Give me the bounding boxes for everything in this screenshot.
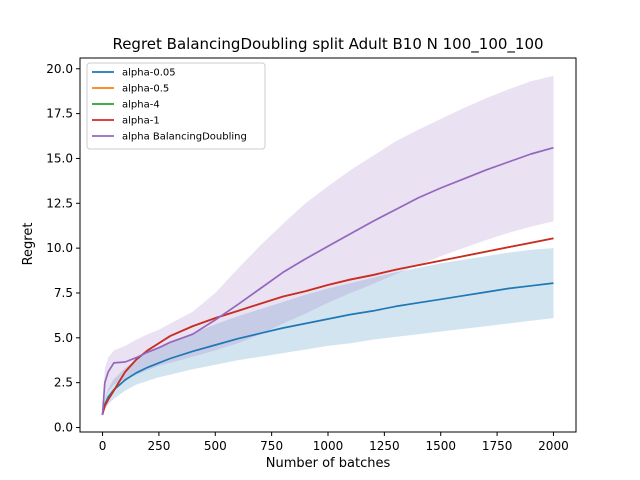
y-axis-label: Regret (21, 223, 36, 266)
y-tick-label: 2.5 (54, 376, 73, 390)
y-tick-label: 15.0 (46, 151, 73, 165)
legend-entry-2: alpha-4 (122, 100, 160, 111)
x-tick-label: 1250 (369, 439, 400, 453)
y-tick-label: 7.5 (54, 286, 73, 300)
series-line-0 (101, 282, 554, 416)
x-axis-label: Number of batches (266, 456, 391, 471)
x-tick-label: 500 (204, 439, 227, 453)
axes: 0 250 500 750 1000 1250 1500 1750 2000 0.0 2.5 5.0 7… (46, 57, 577, 453)
series-line-4 (101, 146, 554, 416)
y-tick-label: 17.5 (46, 107, 73, 121)
legend-entry-1: alpha-0.5 (122, 84, 169, 95)
x-tick-label: 0 (99, 439, 107, 453)
y-tick-label: 10.0 (46, 241, 73, 255)
y-tick-label: 12.5 (46, 196, 73, 210)
y-tick-label: 5.0 (54, 331, 73, 345)
x-tick-label: 750 (260, 439, 283, 453)
chart-title: Regret BalancingDoubling split Adult B10… (112, 35, 543, 54)
legend-entry-0: alpha-0.05 (122, 68, 176, 79)
legend-entry-4: alpha BalancingDoubling (122, 132, 247, 143)
series-line-3 (101, 237, 554, 415)
y-tick-label: 20.0 (46, 62, 73, 76)
x-tick-label: 2000 (538, 439, 569, 453)
x-tick-label: 1000 (313, 439, 344, 453)
band-0 (102, 248, 554, 417)
series-lines (101, 146, 554, 416)
y-tick-label: 0.0 (54, 421, 73, 435)
x-tick-label: 1500 (425, 439, 456, 453)
x-tick-label: 250 (147, 439, 170, 453)
x-tick-label: 1750 (482, 439, 513, 453)
legend-frame (86, 62, 266, 150)
legend: alpha-0.05 alpha-0.5 alpha-4 alpha-1 alpha B… (86, 62, 266, 150)
legend-entry-3: alpha-1 (122, 116, 160, 127)
